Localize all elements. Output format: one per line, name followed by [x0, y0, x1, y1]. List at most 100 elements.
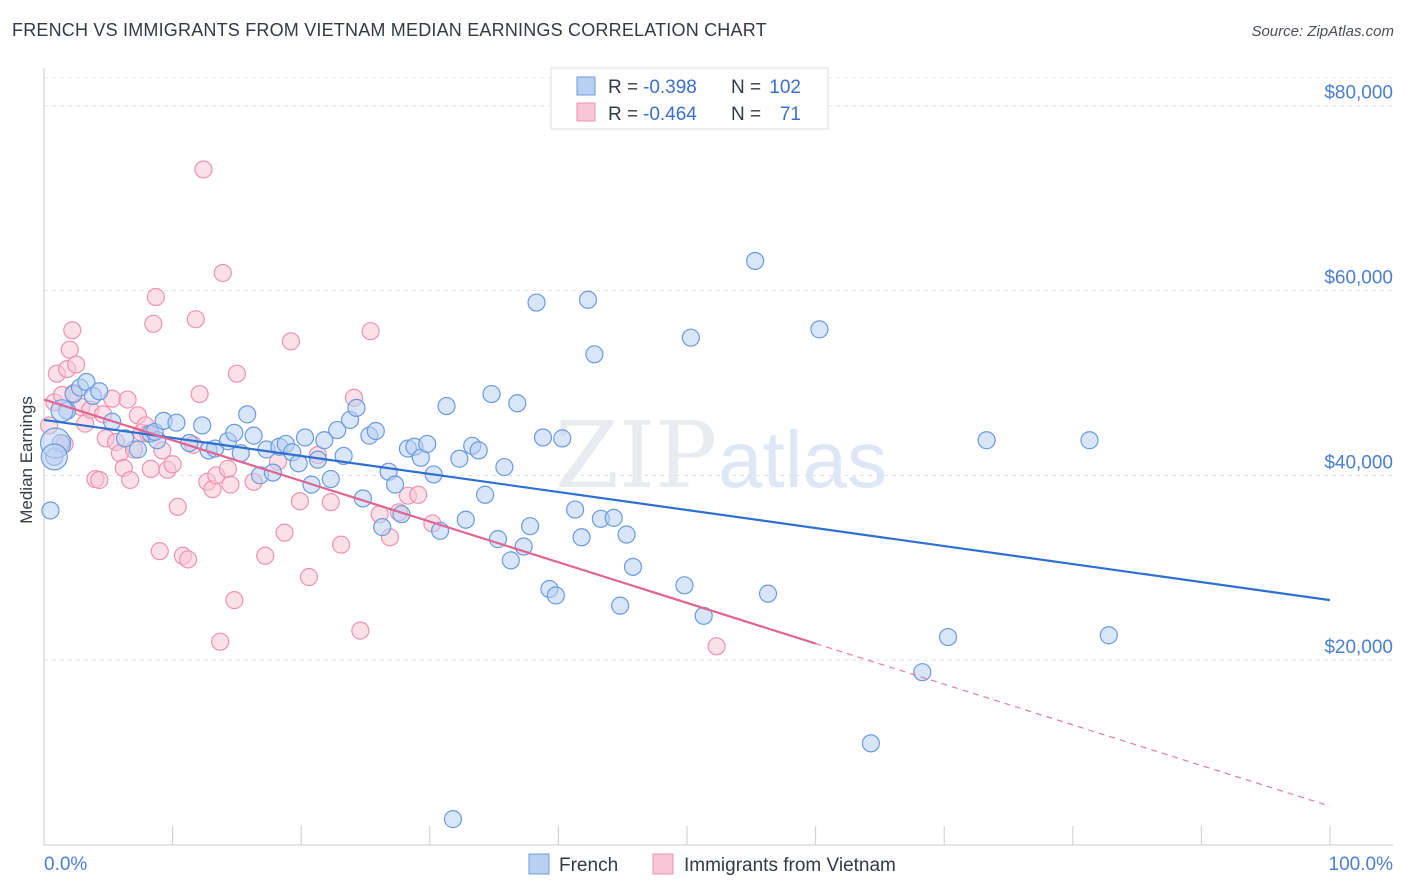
- point-french: [456, 510, 475, 529]
- point-vietnam: [256, 546, 275, 565]
- point-french: [90, 382, 109, 401]
- stats-legend-swatch-french: [576, 76, 596, 96]
- point-vietnam: [141, 459, 160, 478]
- y-tick-labels: $20,000 $40,000 $60,000 $80,000: [1324, 83, 1393, 658]
- point-vietnam: [351, 621, 370, 640]
- point-vietnam: [163, 455, 182, 474]
- point-french: [572, 528, 591, 547]
- point-vietnam: [707, 637, 726, 656]
- point-french: [585, 345, 604, 364]
- point-french: [623, 557, 643, 576]
- point-french: [1099, 626, 1118, 645]
- point-french: [295, 428, 315, 447]
- point-vietnam: [290, 492, 310, 511]
- point-french: [385, 475, 405, 494]
- y-tick-label: $20,000: [1324, 637, 1393, 658]
- stats-legend-n-value-vietnam: 71: [780, 104, 801, 125]
- point-french: [418, 434, 437, 454]
- point-french: [244, 426, 263, 445]
- stats-legend-r-label-vietnam: R =: [608, 104, 638, 125]
- y-tick-label: $40,000: [1324, 452, 1393, 473]
- chart-source: Source: ZipAtlas.com: [1251, 23, 1394, 40]
- trend-line-vietnam-extrapolated: [815, 642, 1331, 807]
- point-french: [495, 457, 514, 477]
- point-french: [443, 810, 463, 829]
- point-french: [617, 525, 636, 544]
- point-vietnam: [213, 263, 232, 283]
- point-french: [193, 416, 212, 435]
- point-french: [328, 420, 347, 440]
- point-french: [1080, 431, 1099, 450]
- point-french: [366, 421, 385, 441]
- legend-label-french: French: [559, 855, 618, 876]
- watermark-zip: ZIP: [555, 402, 717, 509]
- point-french: [533, 428, 553, 447]
- point-vietnam: [299, 567, 319, 587]
- point-french: [913, 663, 932, 682]
- point-french: [450, 449, 469, 468]
- point-french: [41, 501, 60, 520]
- trend-line-french: [43, 418, 1331, 602]
- point-vietnam: [218, 459, 237, 478]
- point-french: [321, 469, 340, 489]
- point-vietnam: [227, 364, 246, 383]
- point-vietnam: [168, 497, 187, 516]
- point-french: [238, 405, 257, 424]
- legend-swatch-french: [528, 853, 550, 875]
- point-french: [475, 485, 495, 504]
- point-vietnam: [150, 542, 169, 561]
- point-french: [546, 586, 565, 605]
- point-vietnam: [144, 314, 163, 333]
- point-french: [578, 290, 598, 309]
- point-french: [115, 429, 135, 448]
- point-vietnam: [211, 632, 230, 651]
- point-french: [977, 431, 996, 450]
- trend-lines: [43, 398, 1331, 807]
- legend-label-vietnam: Immigrants from Vietnam: [684, 855, 896, 876]
- point-french: [315, 431, 334, 450]
- stats-legend: R = -0.398 N = 102 R = -0.464 N = 71: [550, 67, 829, 130]
- point-vietnam: [221, 475, 240, 494]
- watermark-atlas: atlas: [718, 415, 887, 504]
- point-french: [938, 627, 958, 647]
- point-vietnam: [361, 322, 380, 341]
- y-axis-label: Median Earnings: [17, 396, 36, 524]
- axes: [43, 68, 1393, 846]
- stats-legend-r-value-vietnam: -0.464: [643, 104, 697, 125]
- point-french: [437, 396, 456, 416]
- point-french: [482, 384, 501, 404]
- y-tick-label: $60,000: [1324, 268, 1393, 289]
- point-vietnam: [409, 485, 428, 504]
- point-french: [167, 413, 186, 432]
- legend-swatch-vietnam: [652, 853, 674, 875]
- point-french: [681, 328, 700, 347]
- point-french: [758, 584, 778, 603]
- series-legend: French Immigrants from Vietnam: [528, 853, 896, 876]
- point-vietnam: [225, 591, 244, 610]
- point-vietnam: [194, 160, 213, 179]
- chart-title: FRENCH VS IMMIGRANTS FROM VIETNAM MEDIAN…: [12, 20, 767, 40]
- point-vietnam: [186, 310, 205, 329]
- watermark: ZIP atlas: [555, 402, 887, 509]
- point-vietnam: [275, 523, 294, 542]
- point-french: [611, 596, 630, 615]
- point-french: [675, 576, 694, 595]
- point-vietnam: [178, 550, 198, 569]
- point-french: [527, 293, 546, 312]
- point-vietnam: [67, 355, 86, 374]
- point-french: [861, 734, 880, 753]
- point-vietnam: [281, 332, 301, 351]
- stats-legend-n-label-vietnam: N =: [731, 104, 761, 125]
- stats-legend-box: [550, 67, 829, 130]
- point-french: [373, 518, 392, 537]
- stats-legend-swatch-vietnam: [576, 102, 596, 122]
- point-vietnam: [63, 321, 82, 340]
- point-vietnam: [118, 390, 137, 409]
- stats-legend-r-label-french: R =: [608, 77, 638, 98]
- stats-legend-n-label-french: N =: [731, 77, 761, 98]
- point-french: [810, 320, 829, 339]
- point-vietnam: [121, 470, 140, 490]
- point-french-cluster: [40, 443, 68, 471]
- point-french: [501, 551, 520, 570]
